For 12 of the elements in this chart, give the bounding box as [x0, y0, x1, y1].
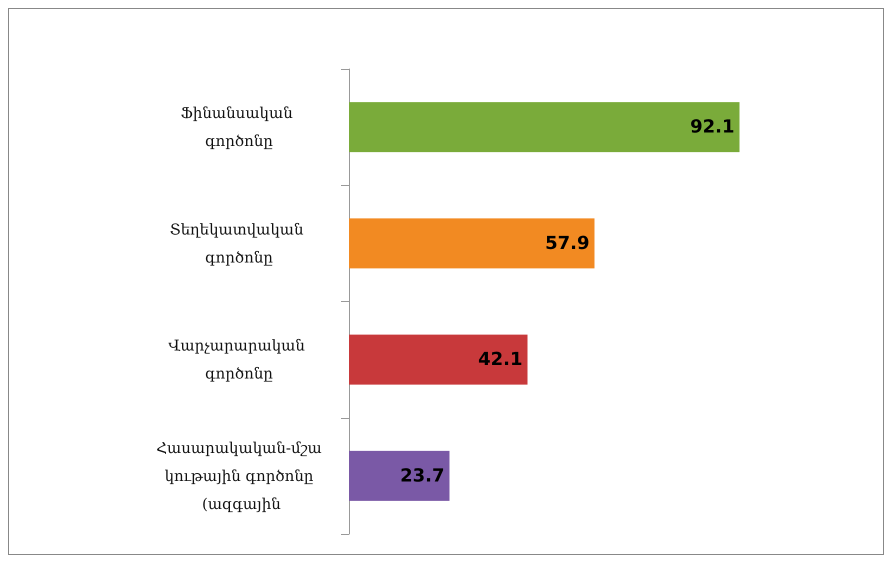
- y-tick-label: Տեղեկատվական գործոնը: [170, 220, 308, 266]
- bar: [349, 334, 528, 385]
- y-tick-label: Ֆինանսական գործոնը: [180, 104, 298, 150]
- y-tick-label: Վարչարարական գործոնը: [168, 336, 310, 383]
- bar: [349, 102, 740, 152]
- bar: [349, 218, 594, 268]
- data-label: 92.1: [690, 116, 735, 138]
- data-label: 42.1: [478, 349, 523, 370]
- data-label: 57.9: [545, 232, 590, 254]
- bar: [349, 450, 450, 501]
- data-label: 23.7: [400, 465, 444, 486]
- y-tick-label: Հասարակական-մշակութային գործոնը (ազգային: [156, 438, 322, 513]
